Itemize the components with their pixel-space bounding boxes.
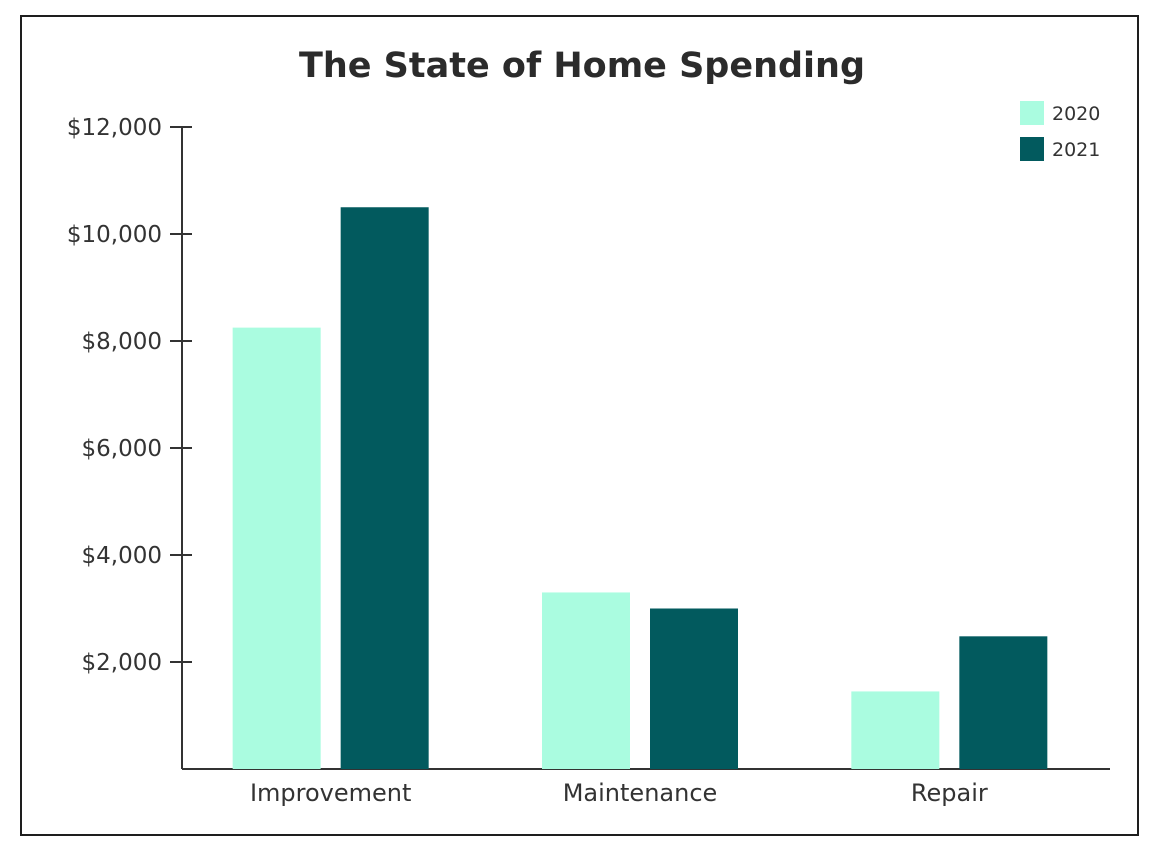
y-tick-label: $12,000 [67, 115, 162, 141]
x-category-label: Repair [911, 779, 988, 807]
x-category-label: Improvement [250, 779, 411, 807]
bar-improvement-2020 [232, 327, 321, 769]
y-tick-label: $8,000 [82, 329, 162, 355]
y-tick-label: $2,000 [82, 650, 162, 676]
bar-repair-2021 [959, 636, 1048, 769]
bar-repair-2020 [851, 691, 940, 769]
legend-swatch-2021 [1020, 137, 1044, 161]
bars-group [232, 207, 1048, 769]
legend-swatch-2020 [1020, 101, 1044, 125]
y-tick-label: $10,000 [67, 222, 162, 248]
bar-improvement-2021 [340, 207, 429, 769]
home-spending-chart: The State of Home Spending $2,000$4,000$… [67, 46, 1110, 807]
x-axis: Improvement Maintenance Repair [182, 768, 1110, 807]
x-category-label: Maintenance [563, 779, 718, 807]
bar-maintenance-2020 [542, 592, 630, 769]
bar-maintenance-2021 [650, 608, 738, 769]
y-tick-label: $4,000 [82, 543, 162, 569]
chart-frame: The State of Home Spending $2,000 $4,000 $… [20, 15, 1139, 836]
legend-label-2020: 2020 [1052, 103, 1100, 125]
chart-title: The State of Home Spending [299, 46, 865, 86]
y-axis: $2,000 $4,000 $6,000 $8,000 $10,000 $12,000 [67, 115, 192, 769]
legend-label-2021: 2021 [1052, 139, 1100, 161]
legend: 2020 2021 [1020, 101, 1100, 161]
y-tick-label: $6,000 [82, 436, 162, 462]
